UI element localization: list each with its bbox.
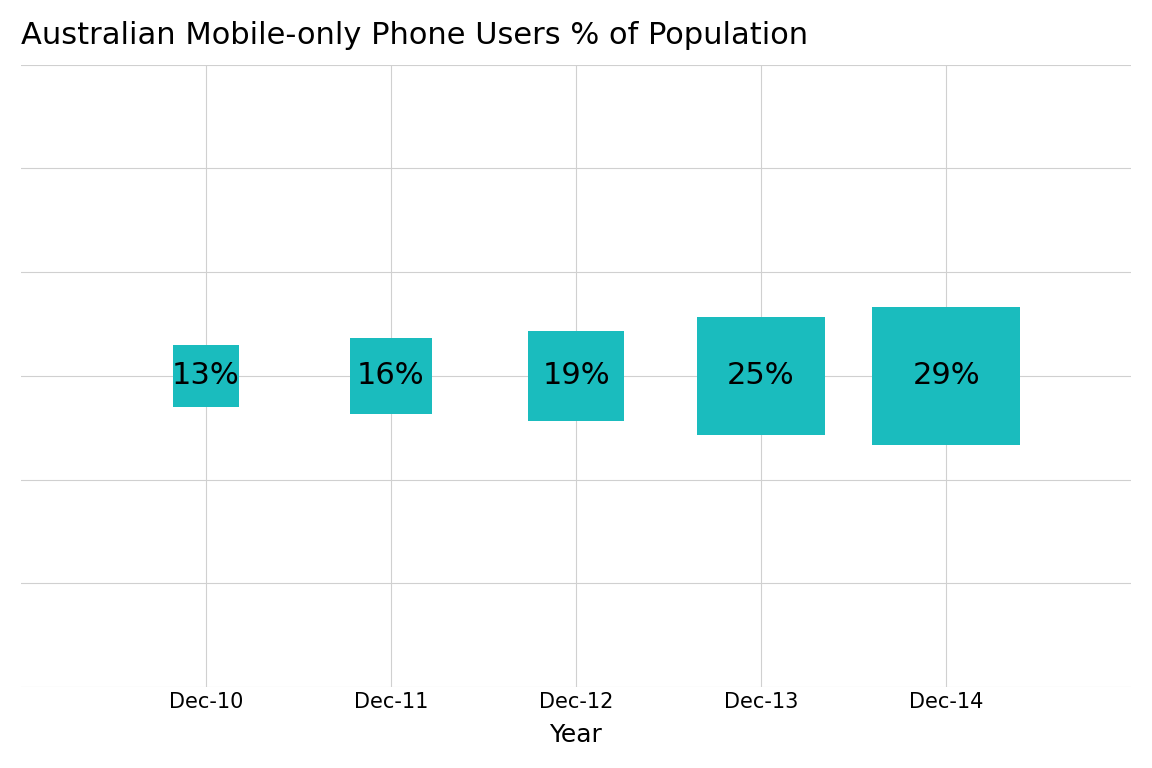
Bar [350, 338, 432, 414]
Text: 19%: 19% [543, 362, 609, 390]
Bar [697, 316, 825, 435]
Bar [528, 331, 624, 421]
Text: 25%: 25% [727, 362, 795, 390]
Text: Australian Mobile-only Phone Users % of Population: Australian Mobile-only Phone Users % of … [21, 21, 808, 50]
Text: 13%: 13% [172, 362, 240, 390]
Bar [173, 345, 240, 407]
Text: 16%: 16% [357, 362, 425, 390]
Bar [872, 307, 1021, 445]
X-axis label: Year: Year [550, 723, 602, 747]
Text: 29%: 29% [912, 362, 980, 390]
